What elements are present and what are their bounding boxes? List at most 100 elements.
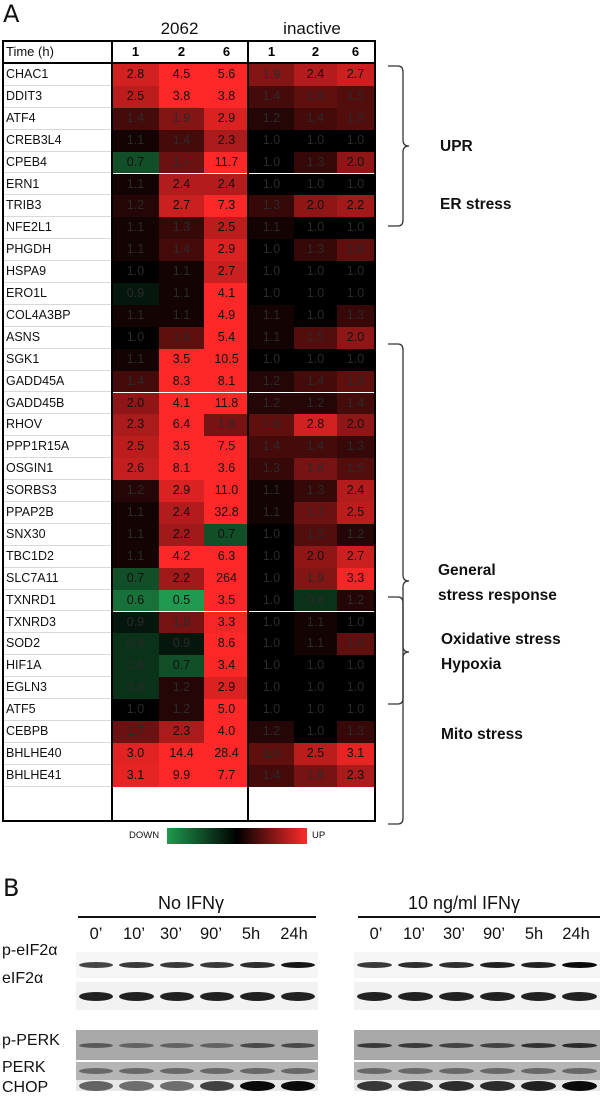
heatmap-cell: 2.5 <box>204 217 249 240</box>
color-scale-bar <box>167 828 307 844</box>
blot-band <box>439 1080 474 1091</box>
heatmap-cell: 4.9 <box>204 304 249 327</box>
heatmap-cell: 1.8 <box>204 414 249 437</box>
heatmap-cell: 1.0 <box>249 677 294 700</box>
heatmap-cell: 1.3 <box>159 217 204 240</box>
heatmap-row: PPAP2B 1.1 2.4 32.8 1.1 1.7 2.5 <box>4 502 374 524</box>
heatmap-cell: 1.0 <box>249 283 294 305</box>
heatmap-row: SNX30 1.1 2.2 0.7 1.0 1.5 1.2 <box>4 523 374 546</box>
heatmap-cell: 0.7 <box>159 655 204 678</box>
heatmap-cell: 1.0 <box>337 699 374 721</box>
blot-band <box>240 1068 275 1074</box>
heatmap-row: SGK1 1.1 3.5 10.5 1.0 1.0 1.0 <box>4 348 374 371</box>
heatmap-row: TXNRD1 0.6 0.5 3.5 1.0 0.8 1.2 <box>4 589 374 612</box>
blot-band <box>119 1080 154 1091</box>
blot-band <box>521 991 556 1001</box>
heatmap-cell: 2.0 <box>294 545 337 568</box>
blot-label: p-PERK <box>2 1032 60 1049</box>
heatmap-cell: 4.2 <box>159 545 204 568</box>
heatmap-cell: 3.5 <box>159 436 204 459</box>
heatmap-cell: 0.8 <box>112 655 159 678</box>
heatmap-cell: 1.0 <box>337 655 374 678</box>
time-label: 0’ <box>89 925 103 943</box>
heatmap-row: PPP1R15A 2.5 3.5 7.5 1.4 1.4 1.3 <box>4 436 374 459</box>
time-label: 0’ <box>369 925 383 943</box>
condition-ifn: 10 ng/ml IFNγ <box>408 893 521 913</box>
blot-band <box>240 1080 275 1091</box>
heatmap-cell: 3.0 <box>112 742 159 765</box>
heatmap-cell: 1.3 <box>294 239 337 262</box>
heatmap-cell: 2.9 <box>204 677 249 700</box>
gene-name: RHOV <box>4 414 112 437</box>
heatmap-cell: 1.0 <box>294 348 337 371</box>
gene-name: COL4A3BP <box>4 305 112 327</box>
heatmap-cell: 1.6 <box>249 742 294 765</box>
heatmap-cell: 1.4 <box>112 107 159 130</box>
heatmap-row: ATF4 1.4 1.9 2.9 1.2 1.4 1.5 <box>4 107 374 130</box>
blot-band <box>200 1068 235 1074</box>
heatmap-cell: 1.2 <box>249 721 294 743</box>
heatmap-cell: 3.3 <box>337 567 374 590</box>
gene-name: PPP1R15A <box>4 436 112 459</box>
blot-strip <box>76 982 318 1010</box>
category-hypoxia: Hypoxia <box>441 656 502 673</box>
category-oxidative-stress: Oxidative stress <box>441 631 561 648</box>
heatmap-cell: 28.4 <box>204 742 249 765</box>
heatmap-cell: 3.3 <box>204 611 249 634</box>
heatmap-row: BHLHE41 3.1 9.9 7.7 1.4 1.8 2.3 <box>4 764 374 787</box>
heatmap-cell: 1.4 <box>249 436 294 459</box>
heatmap-cell: 6.3 <box>204 545 249 568</box>
heatmap-cell: 1.0 <box>112 699 159 721</box>
heatmap-cell: 3.4 <box>204 655 249 678</box>
heatmap-cell: 1.0 <box>249 239 294 262</box>
heatmap-cell: 0.6 <box>112 589 159 612</box>
heatmap-cell: 2.2 <box>159 567 204 590</box>
category-upr: UPR <box>440 138 473 155</box>
heatmap-cell: 1.1 <box>112 129 159 152</box>
heatmap-cell: 1.0 <box>294 261 337 283</box>
heatmap-cell: 1.8 <box>159 611 204 634</box>
heatmap-cell: 1.0 <box>249 348 294 371</box>
heatmap-cell: 1.2 <box>249 370 294 393</box>
heatmap-cell: 1.1 <box>249 326 294 349</box>
heatmap-cell: 1.0 <box>337 283 374 305</box>
heatmap-cell: 0.9 <box>112 611 159 634</box>
heatmap-cell: 1.0 <box>294 677 337 700</box>
blot-band <box>119 1042 154 1048</box>
heatmap-row: CPEB4 0.7 1.7 11.7 1.0 1.3 2.0 <box>4 151 374 174</box>
panel-letter-b: B <box>3 874 20 902</box>
blot-band <box>439 1042 474 1048</box>
heatmap-cell: 1.1 <box>112 348 159 371</box>
heatmap-cell: 2.3 <box>159 721 204 743</box>
heatmap-cell: 1.4 <box>249 764 294 787</box>
heatmap-cell: 1.4 <box>294 370 337 393</box>
blot-band <box>398 962 433 968</box>
time-point-label: 6 <box>351 44 360 59</box>
blot-band <box>79 991 114 1001</box>
gene-name: PHGDH <box>4 239 112 262</box>
heatmap-cell: 1.0 <box>294 721 337 743</box>
heatmap-cell: 2.5 <box>294 742 337 765</box>
gene-name: GADD45A <box>4 371 112 393</box>
heatmap-cell: 2.6 <box>112 458 159 481</box>
time-point-label: 2 <box>311 44 320 59</box>
heatmap-row: SLC7A11 0.7 2.2 264 1.0 1.9 3.3 <box>4 567 374 590</box>
heatmap-cell: 1.2 <box>294 392 337 415</box>
heatmap-cell: 2.5 <box>112 85 159 108</box>
blot-band <box>280 991 315 1001</box>
heatmap-cell: 2.4 <box>204 173 249 196</box>
heatmap-cell: 1.1 <box>294 633 337 656</box>
panel-letter-a: A <box>3 0 20 28</box>
heatmap-cell: 1.0 <box>294 699 337 721</box>
heatmap-cell: 1.1 <box>294 611 337 634</box>
blot-band <box>562 962 597 968</box>
heatmap-cell: 1.2 <box>337 523 374 546</box>
gene-name: ATF5 <box>4 699 112 721</box>
gene-column-divider <box>111 40 113 822</box>
heatmap-row: GADD45B 2.0 4.1 11.8 1.2 1.2 1.4 <box>4 392 374 415</box>
heatmap-cell: 1.6 <box>249 414 294 437</box>
heatmap-cell: 9.9 <box>159 764 204 787</box>
heatmap-cell: 1.1 <box>249 304 294 327</box>
heatmap-cell: 1.0 <box>294 655 337 678</box>
heatmap-cell: 2.3 <box>112 414 159 437</box>
